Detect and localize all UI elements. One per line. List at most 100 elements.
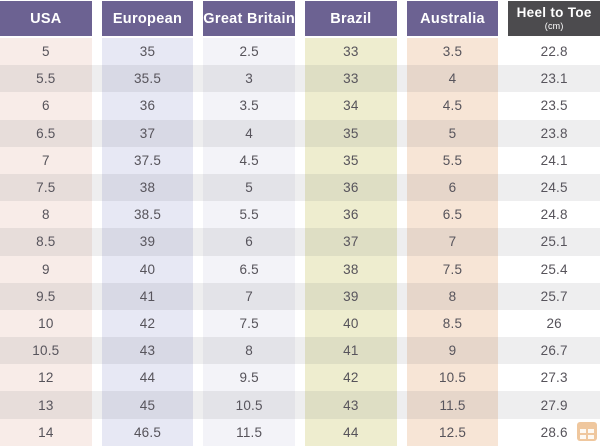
cell-great-britain: 2.5 <box>203 38 295 66</box>
cell-usa: 10 <box>0 309 92 338</box>
cell-usa: 14 <box>0 418 92 446</box>
table-row: 10 42 7.5 40 8.5 26 <box>0 309 600 338</box>
table-row: 13 45 10.5 43 11.5 27.9 <box>0 391 600 419</box>
cell-australia: 6 <box>406 173 499 202</box>
cell-heel-to-toe: 25.1 <box>508 228 600 256</box>
header-great-britain: Great Britain <box>203 1 296 36</box>
cell-great-britain: 10.5 <box>203 391 295 419</box>
cell-great-britain: 3 <box>203 65 295 93</box>
cell-european: 35 <box>101 38 194 66</box>
table-row: 8.5 39 6 37 7 25.1 <box>0 228 600 256</box>
cell-brazil: 39 <box>304 282 397 310</box>
table-row: 12 44 9.5 42 10.5 27.3 <box>0 364 600 392</box>
header-european: European <box>101 1 194 36</box>
header-usa: USA <box>0 1 92 36</box>
cell-heel-to-toe: 27.3 <box>508 364 600 392</box>
cell-australia: 3.5 <box>406 38 499 66</box>
cell-great-britain: 6.5 <box>203 255 295 283</box>
cell-heel-to-toe: 24.8 <box>508 201 600 229</box>
cell-brazil: 37 <box>304 228 397 256</box>
cell-european: 38 <box>101 173 194 202</box>
cell-heel-to-toe: 26.7 <box>508 337 600 365</box>
table-row: 5.5 35.5 3 33 4 23.1 <box>0 65 600 93</box>
cell-usa: 9.5 <box>0 282 92 310</box>
cell-usa: 5 <box>0 38 92 66</box>
cell-usa: 9 <box>0 255 92 283</box>
table-row: 6 36 3.5 34 4.5 23.5 <box>0 92 600 120</box>
cell-usa: 8.5 <box>0 228 92 256</box>
cell-european: 46.5 <box>101 418 194 446</box>
table-row: 9.5 41 7 39 8 25.7 <box>0 282 600 311</box>
table-row: 8 38.5 5.5 36 6.5 24.8 <box>0 201 600 229</box>
cell-heel-to-toe: 22.8 <box>508 38 600 66</box>
cell-great-britain: 6 <box>203 228 295 256</box>
header-brazil: Brazil <box>305 1 397 36</box>
cell-usa: 6 <box>0 92 92 120</box>
cell-european: 36 <box>101 92 194 120</box>
cell-australia: 8 <box>406 282 499 310</box>
table-row: 10.5 43 8 41 9 26.7 <box>0 337 600 365</box>
table-row: 6.5 37 4 35 5 23.8 <box>0 119 600 147</box>
cell-australia: 10.5 <box>406 364 499 392</box>
cell-great-britain: 7 <box>203 282 295 310</box>
cell-great-britain: 11.5 <box>203 418 295 446</box>
header-heel-to-toe: Heel to Toe (cm) <box>508 1 600 36</box>
cell-australia: 8.5 <box>406 309 499 338</box>
cell-heel-to-toe: 23.8 <box>508 119 600 147</box>
cell-usa: 7.5 <box>0 173 92 202</box>
cell-australia: 4 <box>406 65 499 93</box>
cell-european: 43 <box>101 337 194 365</box>
cell-usa: 12 <box>0 364 92 392</box>
cell-european: 37.5 <box>101 146 194 174</box>
cell-brazil: 33 <box>304 65 397 93</box>
cell-usa: 5.5 <box>0 65 92 93</box>
cell-brazil: 36 <box>304 201 397 229</box>
cell-brazil: 40 <box>304 309 397 338</box>
cell-european: 44 <box>101 364 194 392</box>
cell-brazil: 41 <box>304 337 397 365</box>
cell-great-britain: 5.5 <box>203 201 295 229</box>
cell-brazil: 35 <box>304 119 397 147</box>
cell-european: 45 <box>101 391 194 419</box>
cell-usa: 10.5 <box>0 337 92 365</box>
watermark-logo-icon <box>577 422 597 441</box>
cell-great-britain: 9.5 <box>203 364 295 392</box>
cell-heel-to-toe: 25.4 <box>508 255 600 283</box>
cell-australia: 7 <box>406 228 499 256</box>
cell-brazil: 42 <box>304 364 397 392</box>
cell-heel-to-toe: 23.1 <box>508 65 600 93</box>
cell-australia: 7.5 <box>406 255 499 283</box>
cell-heel-to-toe: 23.5 <box>508 92 600 120</box>
cell-european: 37 <box>101 119 194 147</box>
cell-australia: 9 <box>406 337 499 365</box>
cell-usa: 8 <box>0 201 92 229</box>
cell-great-britain: 4.5 <box>203 146 295 174</box>
header-heel-to-toe-unit: (cm) <box>544 20 564 31</box>
cell-brazil: 44 <box>304 418 397 446</box>
cell-brazil: 33 <box>304 38 397 66</box>
cell-australia: 5 <box>406 119 499 147</box>
cell-heel-to-toe: 24.1 <box>508 146 600 174</box>
table-row: 7.5 38 5 36 6 24.5 <box>0 173 600 202</box>
cell-usa: 6.5 <box>0 119 92 147</box>
cell-australia: 5.5 <box>406 146 499 174</box>
cell-great-britain: 5 <box>203 173 295 202</box>
cell-heel-to-toe: 26 <box>508 309 600 338</box>
cell-usa: 13 <box>0 391 92 419</box>
table-row: 14 46.5 11.5 44 12.5 28.6 <box>0 418 600 446</box>
table-row: 7 37.5 4.5 35 5.5 24.1 <box>0 146 600 174</box>
cell-great-britain: 7.5 <box>203 309 295 338</box>
header-heel-to-toe-label: Heel to Toe <box>516 5 592 21</box>
cell-great-britain: 4 <box>203 119 295 147</box>
table-row: 5 35 2.5 33 3.5 22.8 <box>0 38 600 66</box>
cell-european: 42 <box>101 309 194 338</box>
cell-great-britain: 3.5 <box>203 92 295 120</box>
table-row: 9 40 6.5 38 7.5 25.4 <box>0 255 600 283</box>
cell-brazil: 35 <box>304 146 397 174</box>
cell-european: 40 <box>101 255 194 283</box>
table-header-row: USA European Great Britain Brazil Austra… <box>0 1 600 36</box>
cell-great-britain: 8 <box>203 337 295 365</box>
cell-european: 35.5 <box>101 65 194 93</box>
cell-european: 39 <box>101 228 194 256</box>
